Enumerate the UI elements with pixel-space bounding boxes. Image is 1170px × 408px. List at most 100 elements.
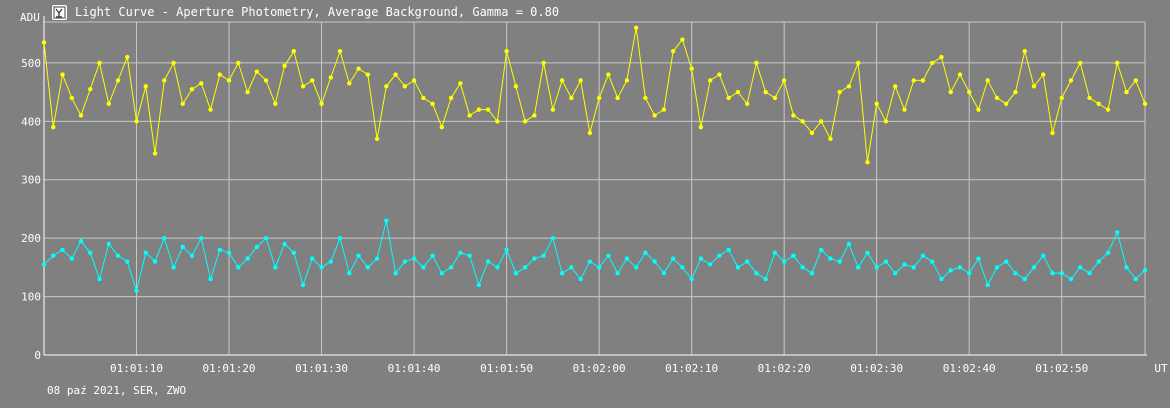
data-point — [319, 265, 324, 270]
data-point — [125, 259, 130, 264]
window-title: Light Curve - Aperture Photometry, Avera… — [75, 5, 560, 19]
data-point — [855, 265, 861, 270]
data-point — [1068, 78, 1074, 83]
data-point — [282, 241, 287, 247]
data-point — [421, 95, 426, 101]
data-point — [485, 107, 491, 112]
data-point — [384, 218, 389, 223]
data-point — [615, 95, 620, 101]
data-point — [254, 69, 259, 74]
data-point — [624, 256, 630, 261]
data-point — [245, 89, 250, 95]
data-point — [1096, 259, 1101, 264]
data-point — [1068, 276, 1074, 282]
y-tick-label: 100 — [21, 291, 41, 304]
data-point — [51, 124, 56, 130]
data-point — [948, 268, 953, 273]
data-point — [569, 265, 574, 270]
data-point — [485, 259, 491, 264]
data-point — [310, 78, 315, 83]
axes — [43, 16, 1147, 356]
data-point — [162, 235, 167, 241]
data-point — [1105, 107, 1111, 112]
data-point — [1115, 60, 1120, 66]
data-point — [467, 113, 472, 118]
data-point — [550, 107, 556, 112]
data-point — [818, 119, 824, 124]
x-tick-label: 01:01:20 — [203, 362, 256, 375]
data-point — [1096, 101, 1101, 106]
data-point — [171, 265, 176, 270]
series-1 — [41, 25, 1148, 165]
data-point — [800, 119, 805, 124]
data-point — [513, 271, 519, 276]
series-layer — [41, 25, 1148, 293]
data-point — [328, 259, 334, 264]
x-tick-label: 01:02:20 — [758, 362, 811, 375]
data-point — [347, 271, 352, 276]
data-point — [920, 78, 926, 83]
data-point — [930, 60, 935, 66]
data-point — [754, 271, 759, 276]
data-point — [569, 95, 574, 101]
data-point — [1022, 49, 1027, 54]
data-point — [291, 250, 297, 255]
data-point — [115, 78, 121, 83]
data-point — [939, 54, 944, 60]
data-point — [1041, 253, 1046, 258]
data-point — [402, 259, 408, 264]
data-point — [976, 256, 981, 261]
data-point — [41, 40, 47, 45]
data-point — [504, 49, 509, 54]
x-tick-label: 01:02:50 — [1035, 362, 1088, 375]
telescope-app-icon[interactable] — [52, 4, 67, 20]
x-tick-label: 01:01:10 — [110, 362, 163, 375]
data-point — [513, 84, 519, 89]
data-point — [522, 265, 528, 270]
data-point — [643, 95, 648, 101]
data-point — [559, 78, 565, 83]
data-point — [522, 119, 528, 124]
data-point — [541, 253, 546, 258]
data-point — [180, 244, 185, 250]
data-point — [356, 253, 361, 258]
series-line — [43, 27, 1146, 163]
data-point — [818, 247, 824, 253]
data-point — [726, 95, 731, 101]
data-point — [744, 259, 750, 264]
data-point — [217, 247, 222, 253]
data-point — [846, 241, 852, 247]
data-point — [476, 107, 482, 112]
data-point — [310, 256, 315, 261]
data-point — [800, 265, 805, 270]
data-point — [587, 259, 593, 264]
data-point — [643, 250, 648, 255]
data-point — [1031, 265, 1037, 270]
data-point — [199, 235, 204, 241]
data-point — [69, 256, 74, 261]
data-point — [930, 259, 935, 264]
y-tick-label: 0 — [34, 349, 41, 362]
data-point — [97, 276, 102, 282]
data-point — [236, 265, 241, 270]
data-point — [1124, 265, 1129, 270]
data-point — [152, 259, 158, 264]
data-point — [532, 113, 537, 118]
data-point — [781, 78, 787, 83]
data-point — [78, 113, 84, 118]
data-point — [374, 256, 380, 261]
data-point — [393, 271, 398, 276]
data-point — [337, 235, 343, 241]
data-point — [106, 101, 111, 106]
data-point — [698, 256, 704, 261]
data-point — [957, 265, 963, 270]
data-point — [874, 265, 879, 270]
data-point — [809, 271, 815, 276]
data-point — [421, 265, 426, 270]
series-2 — [41, 218, 1148, 293]
data-point — [189, 253, 195, 258]
data-point — [615, 271, 620, 276]
data-point — [578, 276, 583, 282]
data-point — [985, 282, 990, 288]
data-point — [791, 113, 796, 118]
